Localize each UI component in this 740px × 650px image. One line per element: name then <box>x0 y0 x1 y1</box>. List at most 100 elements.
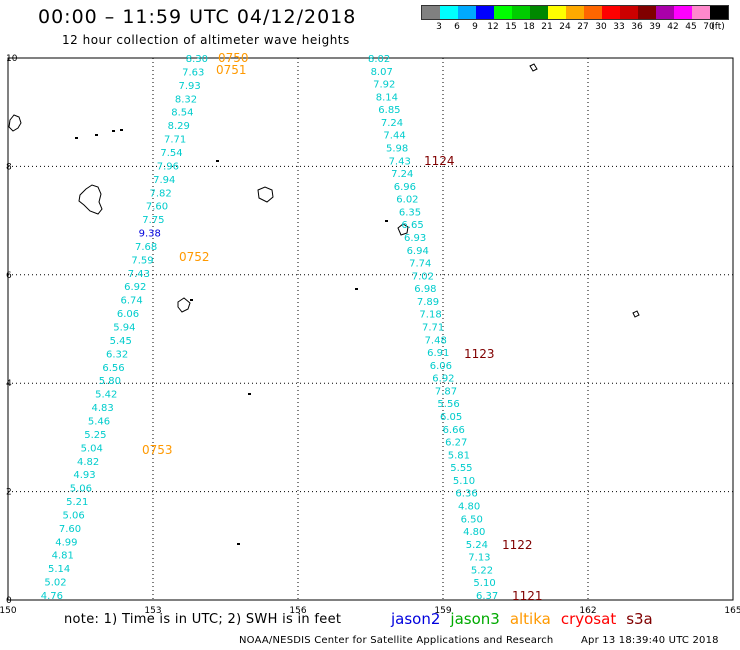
color-scale-label: 42 <box>667 22 679 32</box>
wave-height-label: 5.04 <box>81 443 103 454</box>
wave-height-label: 6.65 <box>401 220 423 231</box>
time-label: 1124 <box>424 154 455 168</box>
small-island <box>75 137 78 139</box>
wave-height-label: 7.54 <box>160 148 182 159</box>
color-swatch: #800000 <box>638 6 656 19</box>
units-note: note: 1) Time is in UTC; 2) SWH is in fe… <box>64 612 342 627</box>
legend-item-jason2: jason2 <box>391 610 441 628</box>
color-swatch: #808080 <box>422 6 440 19</box>
color-scale-label: 21 <box>541 22 553 32</box>
wave-height-label: 6.93 <box>404 233 426 244</box>
small-island <box>95 134 98 136</box>
map-grid <box>8 58 733 600</box>
east-track: 8.02 8.07 7.928.14 6.85 7.24 7.44 5.987.43 7.24… <box>368 54 498 602</box>
color-scale: #808080#00ffff#00aaff#0000ff#00ff00#00cc… <box>421 5 729 36</box>
x-tick-label: 156 <box>289 606 306 616</box>
wave-height-label: 5.24 <box>466 540 488 551</box>
wave-height-label: 6.94 <box>407 246 429 257</box>
color-swatch: #00ffff <box>440 6 458 19</box>
wave-height-label: 7.63 <box>182 67 204 78</box>
color-swatch: #ffff00 <box>548 6 566 19</box>
color-scale-label: 70 <box>703 22 715 32</box>
color-scale-label: 39 <box>649 22 661 32</box>
color-swatch: #0000ff <box>476 6 494 19</box>
small-island <box>237 543 240 545</box>
wave-height-label: 7.87 <box>435 386 457 397</box>
legend-item-s3a: s3a <box>626 610 653 628</box>
x-tick-label: 153 <box>144 606 161 616</box>
color-scale-swatches: #808080#00ffff#00aaff#0000ff#00ff00#00cc… <box>421 5 729 20</box>
wave-height-label: 8.14 <box>376 92 398 103</box>
wave-height-label: 6.50 <box>461 514 483 525</box>
time-label: 1123 <box>464 347 495 361</box>
legend-item-cryosat: cryosat <box>560 610 617 628</box>
y-tick-label: 0 <box>6 596 12 606</box>
wave-height-label: 6.35 <box>399 207 421 218</box>
color-swatch: #00aaff <box>458 6 476 19</box>
color-swatch: #ff88cc <box>692 6 710 19</box>
wave-height-label: 6.02 <box>396 195 418 206</box>
wave-height-label: 5.25 <box>84 430 106 441</box>
wave-height-label: 7.94 <box>153 175 175 186</box>
wave-height-label: 6.85 <box>378 105 400 116</box>
color-swatch: #00cc00 <box>512 6 530 19</box>
color-scale-label: 6 <box>454 22 460 32</box>
wave-height-label: 7.24 <box>381 118 403 129</box>
wave-height-label: 6.74 <box>120 296 142 307</box>
color-scale-label: 12 <box>487 22 499 32</box>
color-scale-label: 45 <box>685 22 697 32</box>
wave-height-label: 5.55 <box>450 463 472 474</box>
wave-height-label: 5.80 <box>99 376 121 387</box>
small-island <box>216 160 219 162</box>
color-scale-label: 36 <box>631 22 643 32</box>
color-scale-label: 24 <box>559 22 571 32</box>
wave-height-label: 5.56 <box>437 399 459 410</box>
small-island <box>355 288 358 290</box>
wave-height-label: 6.27 <box>445 438 467 449</box>
small-island <box>120 129 123 131</box>
color-scale-label: (ft) <box>711 22 725 32</box>
wave-height-label: 5.02 <box>44 578 66 589</box>
wave-height-label: 7.74 <box>409 259 431 270</box>
wave-height-label: 6.36 <box>455 489 477 500</box>
color-swatch: #ff0000 <box>602 6 620 19</box>
time-label: 0753 <box>142 443 173 457</box>
wave-height-label: 5.42 <box>95 390 117 401</box>
wave-height-label: 5.10 <box>473 578 495 589</box>
x-axis-ticks: 150 153 156 159 162 165 <box>0 606 740 616</box>
wave-height-label: 7.92 <box>373 80 395 91</box>
wave-height-label: 5.14 <box>48 564 70 575</box>
wave-height-label: 7.48 <box>425 335 447 346</box>
wave-height-label: 7.93 <box>178 81 200 92</box>
wave-height-label: 6.98 <box>414 284 436 295</box>
wave-height-label: 6.32 <box>106 349 128 360</box>
wave-height-label: 7.13 <box>468 553 490 564</box>
island-outlines <box>8 63 640 545</box>
wave-height-label: 6.96 <box>394 182 416 193</box>
wave-height-label: 5.94 <box>113 323 135 334</box>
map-border <box>7 57 734 601</box>
wave-height-label: 4.99 <box>55 537 77 548</box>
color-swatch: #aa00aa <box>656 6 674 19</box>
wave-height-label: 5.98 <box>386 144 408 155</box>
wave-height-label: 7.96 <box>157 161 179 172</box>
wave-height-label: 5.06 <box>70 484 92 495</box>
color-swatch: #ff6600 <box>584 6 602 19</box>
generated-timestamp: Apr 13 18:39:40 UTC 2018 <box>581 635 719 646</box>
legend-item-altika: altika <box>509 610 551 628</box>
wave-height-label: 4.82 <box>77 457 99 468</box>
wave-height-label: 7.82 <box>149 188 171 199</box>
wave-height-label: 7.44 <box>383 131 405 142</box>
island-outline <box>529 63 538 72</box>
wave-height-label: 5.10 <box>453 476 475 487</box>
color-scale-label: 3 <box>436 22 442 32</box>
color-scale-labels: 3 6 9 12 15 18 21 24 27 30 33 36 39 42 45 70 (ft) <box>421 22 729 36</box>
wave-height-label: 5.81 <box>448 450 470 461</box>
legend-item-jason3: jason3 <box>450 610 500 628</box>
time-label: 1121 <box>512 589 543 603</box>
wave-height-label: 4.80 <box>458 502 480 513</box>
wave-height-label: 7.71 <box>164 135 186 146</box>
wave-height-label: 4.83 <box>91 403 113 414</box>
wave-height-label: 7.71 <box>422 323 444 334</box>
wave-height-label: 5.21 <box>66 497 88 508</box>
